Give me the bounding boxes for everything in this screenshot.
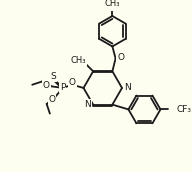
Text: O: O — [48, 95, 55, 104]
Text: P: P — [60, 83, 65, 93]
Text: CH₃: CH₃ — [105, 0, 120, 8]
Text: N: N — [84, 100, 91, 109]
Text: CF₃: CF₃ — [176, 105, 191, 114]
Text: O: O — [117, 53, 124, 62]
Text: S: S — [50, 72, 56, 81]
Text: N: N — [124, 83, 131, 93]
Text: O: O — [43, 81, 50, 90]
Text: CH₃: CH₃ — [70, 56, 86, 65]
Text: O: O — [69, 78, 76, 87]
